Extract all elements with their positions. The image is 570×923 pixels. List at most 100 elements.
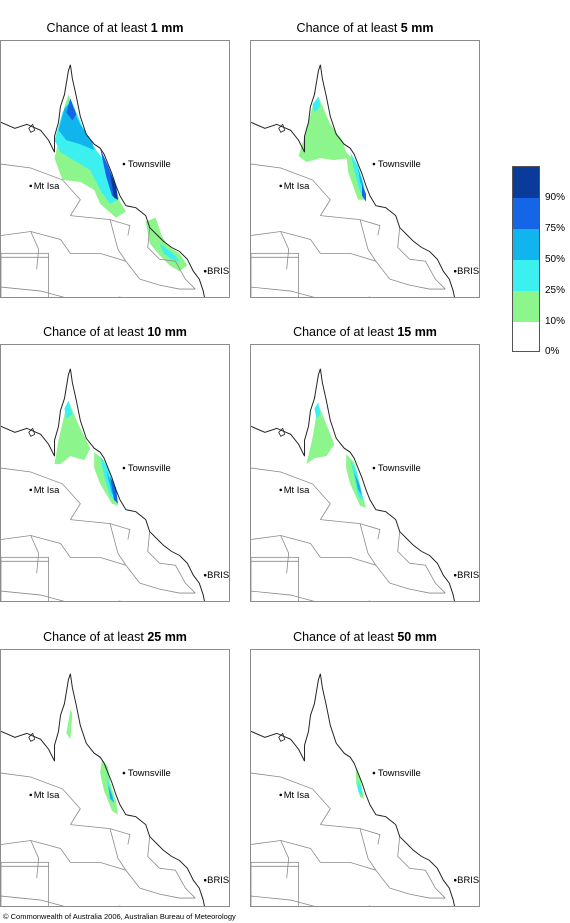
district-boundary bbox=[320, 556, 391, 584]
district-boundary bbox=[1, 895, 121, 906]
inset-box bbox=[1, 556, 49, 601]
panel-title-5mm: Chance of at least 5 mm bbox=[296, 21, 434, 35]
panel-title-25mm: Chance of at least 25 mm bbox=[43, 630, 187, 644]
district-boundary bbox=[251, 467, 331, 520]
district-boundary bbox=[389, 582, 446, 594]
townsville-marker bbox=[372, 466, 376, 470]
inset-box bbox=[251, 252, 299, 297]
brisbane-marker bbox=[453, 878, 457, 882]
island-outline bbox=[278, 732, 286, 742]
brisbane-marker bbox=[203, 573, 207, 577]
brisbane-marker bbox=[203, 878, 207, 882]
queensland-map: Townsville Mt Isa BRIS bbox=[1, 368, 229, 601]
district-boundaries bbox=[251, 163, 446, 297]
legend-swatch-90 bbox=[513, 167, 539, 198]
mt-isa-label: Mt Isa bbox=[284, 180, 310, 191]
district-boundary bbox=[70, 556, 141, 584]
district-boundary bbox=[1, 286, 121, 297]
townsville-label: Townsville bbox=[378, 767, 421, 778]
district-boundary bbox=[139, 582, 196, 594]
queensland-map: Townsville Mt Isa BRIS bbox=[251, 368, 479, 601]
district-boundary bbox=[251, 535, 321, 558]
map-panel-1mm: Townsville Mt Isa BRIS bbox=[0, 40, 230, 298]
legend-swatch-0 bbox=[513, 322, 539, 351]
brisbane-label: BRIS bbox=[457, 569, 479, 580]
district-boundary bbox=[389, 278, 446, 290]
legend-label-75: 75% bbox=[545, 223, 566, 234]
district-boundary bbox=[70, 519, 131, 540]
mt-isa-marker bbox=[279, 793, 283, 797]
district-boundary bbox=[1, 840, 71, 863]
inset-box bbox=[1, 861, 49, 906]
probability-area-50 bbox=[354, 472, 363, 496]
mt-isa-label: Mt Isa bbox=[34, 789, 60, 800]
coastline bbox=[1, 64, 205, 297]
legend-swatch-75 bbox=[513, 198, 539, 229]
district-boundary bbox=[147, 531, 196, 594]
district-boundary bbox=[1, 535, 71, 558]
district-boundary bbox=[147, 836, 196, 899]
brisbane-label: BRIS bbox=[207, 265, 229, 276]
map-panel-5mm: Townsville Mt Isa BRIS bbox=[250, 40, 480, 298]
district-boundary bbox=[320, 861, 391, 889]
district-boundary bbox=[1, 163, 81, 216]
district-boundary bbox=[70, 824, 131, 845]
rainfall-probability-layer bbox=[54, 400, 118, 506]
probability-area-25 bbox=[358, 780, 363, 797]
coastline bbox=[251, 673, 455, 906]
island-outline bbox=[28, 732, 36, 742]
coastline bbox=[251, 368, 455, 601]
island-outline bbox=[28, 427, 36, 437]
queensland-map: Townsville Mt Isa BRIS bbox=[1, 64, 229, 297]
map-panel-15mm: Townsville Mt Isa BRIS bbox=[250, 344, 480, 602]
district-boundary bbox=[359, 523, 377, 566]
legend-swatch-25 bbox=[513, 260, 539, 291]
district-boundary bbox=[251, 772, 331, 825]
district-boundaries bbox=[251, 467, 446, 601]
brisbane-label: BRIS bbox=[457, 265, 479, 276]
district-boundary bbox=[397, 531, 446, 594]
probability-area-75 bbox=[110, 475, 118, 504]
district-boundary bbox=[147, 227, 196, 290]
mt-isa-label: Mt Isa bbox=[34, 180, 60, 191]
map-panel-50mm: Townsville Mt Isa BRIS bbox=[250, 649, 480, 907]
district-boundary bbox=[359, 219, 377, 262]
rainfall-probability-layer bbox=[66, 709, 118, 815]
district-boundary bbox=[251, 895, 371, 906]
district-boundary bbox=[251, 840, 321, 863]
mt-isa-label: Mt Isa bbox=[34, 484, 60, 495]
district-boundary bbox=[30, 840, 40, 879]
district-boundary bbox=[397, 227, 446, 290]
panel-title-10mm: Chance of at least 10 mm bbox=[43, 325, 187, 339]
probability-legend bbox=[512, 166, 540, 352]
probability-area-25 bbox=[314, 402, 321, 419]
map-panel-10mm: Townsville Mt Isa BRIS bbox=[0, 344, 230, 602]
district-boundary bbox=[139, 887, 196, 899]
legend-label-90: 90% bbox=[545, 192, 566, 203]
district-boundary bbox=[397, 836, 446, 899]
probability-area-25 bbox=[64, 400, 73, 419]
townsville-label: Townsville bbox=[378, 158, 421, 169]
island-outline bbox=[278, 123, 286, 133]
probability-area-25 bbox=[159, 243, 180, 262]
probability-area-90 bbox=[110, 171, 118, 200]
district-boundary bbox=[109, 828, 127, 871]
brisbane-label: BRIS bbox=[207, 874, 229, 885]
probability-area-10 bbox=[306, 404, 335, 465]
probability-area-50 bbox=[358, 168, 365, 190]
inset-box bbox=[251, 861, 299, 906]
coastline bbox=[1, 673, 205, 906]
probability-area-25 bbox=[312, 96, 321, 113]
district-boundaries bbox=[1, 163, 196, 297]
district-boundary bbox=[139, 278, 196, 290]
probability-area-10 bbox=[145, 217, 188, 272]
townsville-marker bbox=[122, 466, 126, 470]
district-boundary bbox=[1, 772, 81, 825]
coastline bbox=[1, 368, 205, 601]
mt-isa-label: Mt Isa bbox=[284, 789, 310, 800]
mt-isa-marker bbox=[279, 184, 283, 188]
brisbane-label: BRIS bbox=[457, 874, 479, 885]
district-boundary bbox=[359, 828, 377, 871]
district-boundary bbox=[1, 467, 81, 520]
queensland-map: Townsville Mt Isa BRIS bbox=[251, 64, 479, 297]
